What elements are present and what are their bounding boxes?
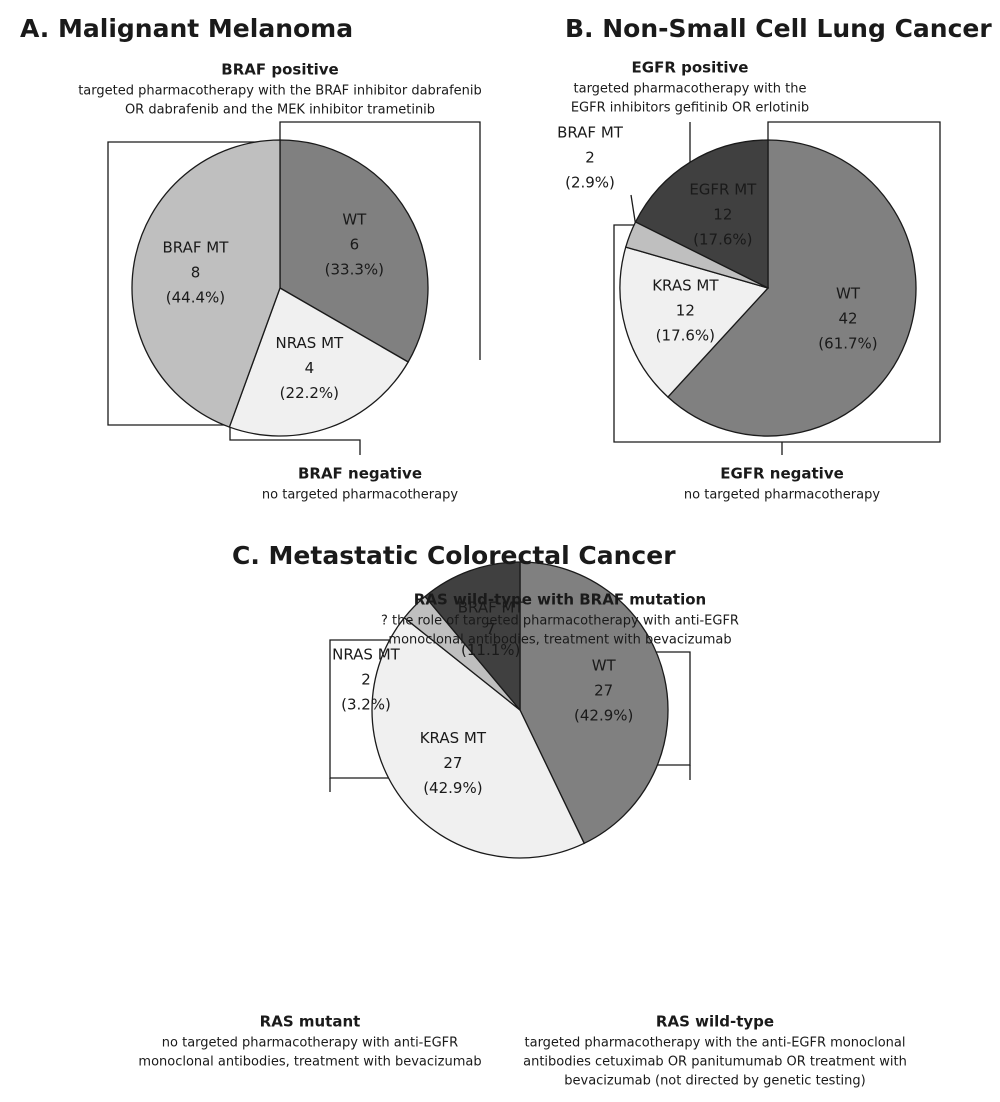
slice-label: KRAS MT	[652, 277, 719, 295]
slice-label: 7	[486, 620, 496, 638]
slice-label: 12	[713, 206, 732, 224]
chart-title: B. Non-Small Cell Lung Cancer	[565, 14, 992, 43]
slice-label: (17.6%)	[693, 231, 752, 249]
annotation-title: RAS mutant	[260, 1013, 361, 1031]
slice-label: (44.4%)	[166, 289, 225, 307]
annotation-text: no targeted pharmacotherapy	[684, 488, 880, 503]
slice-label: WT	[836, 285, 861, 303]
annotation-text: no targeted pharmacotherapy	[262, 488, 458, 503]
annotation-text: OR dabrafenib and the MEK inhibitor tram…	[125, 103, 435, 118]
annotation-text: targeted pharmacotherapy with the	[574, 82, 807, 97]
annotation-title: RAS wild-type	[656, 1013, 774, 1031]
annotation-title: BRAF negative	[298, 465, 422, 483]
pie-slice	[634, 139, 769, 290]
pie-slice	[424, 561, 521, 712]
bracket	[613, 121, 941, 443]
annotation-text: no targeted pharmacotherapy with anti-EG…	[162, 1036, 458, 1051]
slice-label: 2	[585, 149, 595, 167]
slice-label: BRAF MT	[458, 599, 525, 617]
annotation-text: targeted pharmacotherapy with the BRAF i…	[78, 84, 482, 99]
slice-label: 8	[191, 264, 201, 282]
slice-label: 2	[361, 671, 371, 689]
slice-label: NRAS MT	[276, 334, 345, 352]
slice-label: 4	[305, 359, 315, 377]
pie-slice	[279, 139, 429, 363]
pie-slice	[228, 287, 410, 437]
slice-label: 42	[838, 310, 857, 328]
slice-label: (2.9%)	[565, 174, 615, 192]
annotation-text: antibodies cetuximab OR panitumumab OR t…	[523, 1055, 907, 1070]
pie-slice	[519, 561, 669, 845]
slice-label: (22.2%)	[280, 384, 339, 402]
slice-label: 12	[676, 302, 695, 320]
slice-label: 6	[350, 236, 360, 254]
pie-slice	[131, 139, 281, 428]
slice-label: (61.7%)	[818, 335, 877, 353]
annotation-text: ? the role of targeted pharmacotherapy w…	[381, 614, 739, 629]
pie-slice	[371, 616, 586, 859]
chart-title: C. Metastatic Colorectal Cancer	[232, 541, 676, 570]
slice-label: (42.9%)	[423, 779, 482, 797]
chart-title: A. Malignant Melanoma	[20, 14, 353, 43]
slice-label: EGFR MT	[689, 181, 757, 199]
slice-label: BRAF MT	[163, 239, 230, 257]
annotation-title: BRAF positive	[221, 61, 338, 79]
slice-label: 27	[594, 681, 613, 699]
annotation-text: monoclonal antibodies, treatment with be…	[388, 633, 731, 648]
annotation-text: targeted pharmacotherapy with the anti-E…	[525, 1036, 906, 1051]
slice-label: (11.1%)	[461, 641, 520, 659]
annotation-text: bevacizumab (not directed by genetic tes…	[564, 1074, 865, 1089]
annotation-text: monoclonal antibodies, treatment with be…	[138, 1055, 481, 1070]
annotation-title: EGFR positive	[632, 59, 749, 77]
annotation-title: RAS wild-type with BRAF mutation	[414, 591, 706, 609]
slice-label: (33.3%)	[325, 261, 384, 279]
slice-label: WT	[592, 656, 617, 674]
slice-label: BRAF MT	[557, 124, 624, 142]
slice-label: KRAS MT	[420, 729, 487, 747]
slice-label: (42.9%)	[574, 706, 633, 724]
slice-label: (3.2%)	[341, 696, 391, 714]
slice-label: 27	[443, 754, 462, 772]
slice-label: WT	[342, 211, 367, 229]
annotation-title: EGFR negative	[720, 465, 844, 483]
slice-label: (17.6%)	[656, 327, 715, 345]
pie-slice	[619, 246, 770, 398]
annotation-text: EGFR inhibitors gefitinib OR erlotinib	[571, 101, 809, 116]
slice-label: NRAS MT	[332, 646, 401, 664]
bracket	[279, 121, 481, 360]
pie-slice	[666, 139, 917, 437]
